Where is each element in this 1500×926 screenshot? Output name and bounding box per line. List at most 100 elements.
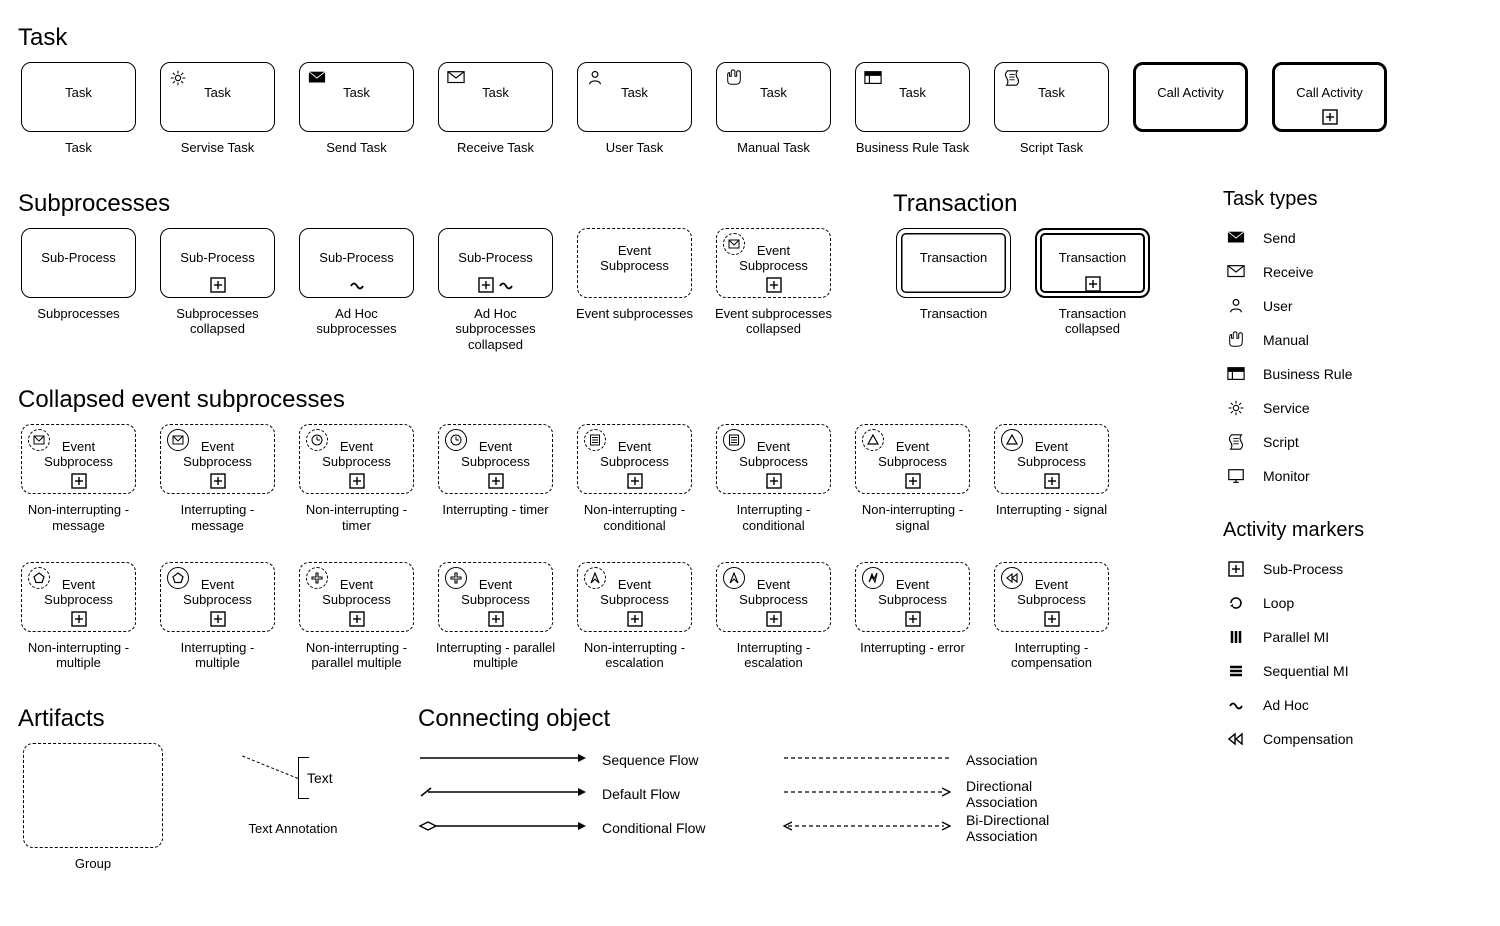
shape-box: Event Subprocess <box>855 424 970 494</box>
connector-line <box>782 751 952 768</box>
legend-label: Business Rule <box>1263 366 1353 382</box>
subproc-marker-icon <box>71 611 87 627</box>
subproc-marker-icon <box>1228 561 1244 577</box>
legend-icon <box>1223 398 1249 418</box>
legend-label: Compensation <box>1263 731 1353 747</box>
shape-cell: Task Task <box>18 62 139 156</box>
text-annotation-caption: Text Annotation <box>249 821 338 837</box>
legend-icon <box>1223 627 1249 647</box>
shape-caption: Non-interrupting - multiple <box>18 640 139 671</box>
legend-icon <box>1223 296 1249 316</box>
shape-label: Event Subprocess <box>582 578 687 608</box>
shape-caption: Receive Task <box>457 140 534 156</box>
shape-cell: Task Business Rule Task <box>852 62 973 156</box>
legend-item: Compensation <box>1223 722 1453 756</box>
shape-label: Task <box>899 86 926 101</box>
text-annotation-tail <box>242 755 298 778</box>
shape-label: Event Subprocess <box>26 440 131 470</box>
shape-caption: Non-interrupting - signal <box>852 502 973 533</box>
shape-caption: Send Task <box>326 140 386 156</box>
shape-box: Sub-Process <box>299 228 414 298</box>
shape-label: Event Subprocess <box>999 578 1104 608</box>
marker-row <box>856 473 969 489</box>
shape-box: Task <box>855 62 970 132</box>
shape-label: Task <box>65 86 92 101</box>
shape-caption: Ad Hoc subprocesses <box>296 306 417 337</box>
shape-cell: Sub-Process Ad Hoc subprocesses <box>296 228 417 353</box>
shape-box: Task <box>577 62 692 132</box>
legend-item: User <box>1223 289 1453 323</box>
subproc-marker-icon <box>349 473 365 489</box>
shape-caption: Subprocesses <box>37 306 119 322</box>
legend-label: Service <box>1263 400 1310 416</box>
connector-row: Default Flow <box>418 777 742 811</box>
shape-caption: Non-interrupting - escalation <box>574 640 695 671</box>
task-type-icon-slot <box>167 67 189 89</box>
connecting-left-col: Sequence Flow Default Flow Conditional F… <box>418 743 742 845</box>
shape-label: Event Subprocess <box>165 578 270 608</box>
shape-caption: Task <box>65 140 92 156</box>
shape-caption: Servise Task <box>181 140 254 156</box>
shape-box: Sub-Process <box>160 228 275 298</box>
connector-line <box>782 785 952 802</box>
legend-label: Receive <box>1263 264 1314 280</box>
shape-cell: Event Subprocess Non-interrupting - mult… <box>18 562 139 671</box>
shape-box: Event Subprocess <box>716 228 831 298</box>
connector-label: Default Flow <box>602 786 742 802</box>
legend-label: Manual <box>1263 332 1309 348</box>
shape-box: Event Subprocess <box>716 562 831 632</box>
group-shape <box>23 743 163 848</box>
shape-label: Event Subprocess <box>26 578 131 608</box>
shape-cell: Event Subprocess Interrupting - timer <box>435 424 556 533</box>
shape-cell: Event Subprocess Interrupting - escalati… <box>713 562 834 671</box>
shape-label: Event Subprocess <box>304 578 409 608</box>
shape-caption: Non-interrupting - parallel multiple <box>296 640 417 671</box>
shape-cell: Event Subprocess Non-interrupting - sign… <box>852 424 973 533</box>
shape-cell: Call Activity <box>1130 62 1251 156</box>
legend-icon <box>1223 661 1249 681</box>
task-type-icon-slot <box>584 67 606 89</box>
text-annotation-label: Text <box>307 770 333 786</box>
connector-row: Sequence Flow <box>418 743 742 777</box>
shape-caption: Non-interrupting - conditional <box>574 502 695 533</box>
marker-row <box>300 611 413 627</box>
shape-caption: Interrupting - compensation <box>991 640 1112 671</box>
shape-cell: Event Subprocess Interrupting - error <box>852 562 973 671</box>
task-row: Task Task Task Servise Task Task Send Ta… <box>18 62 1482 156</box>
shape-box: Task <box>21 62 136 132</box>
shape-caption: Business Rule Task <box>856 140 969 156</box>
shape-cell: Task Send Task <box>296 62 417 156</box>
marker-row <box>439 611 552 627</box>
marker-row <box>856 611 969 627</box>
shape-box: Event Subprocess <box>577 424 692 494</box>
shape-label: Sub-Process <box>319 251 393 266</box>
adhoc-marker-icon <box>1228 697 1244 713</box>
group-caption: Group <box>75 856 111 872</box>
shape-label: Task <box>1038 86 1065 101</box>
shape-caption: Interrupting - conditional <box>713 502 834 533</box>
subproc-marker-icon <box>210 611 226 627</box>
section-title-artifacts: Artifacts <box>18 705 358 733</box>
manual-icon <box>724 69 744 87</box>
shape-box: Event Subprocess <box>716 424 831 494</box>
section-title-task: Task <box>18 24 1482 52</box>
shape-cell: Event Subprocess Non-interrupting - para… <box>296 562 417 671</box>
monitor-icon <box>1226 467 1246 485</box>
section-title-task-types: Task types <box>1223 188 1453 211</box>
shape-label: Event Subprocess <box>304 440 409 470</box>
marker-row <box>22 473 135 489</box>
shape-cell: Event Subprocess Non-interrupting - mess… <box>18 424 139 533</box>
shape-label: Event Subprocess <box>860 440 965 470</box>
shape-cell: Event Subprocess Non-interrupting - time… <box>296 424 417 533</box>
shape-cell: Task Manual Task <box>713 62 834 156</box>
marker-row <box>1037 276 1148 292</box>
connector-line <box>418 751 588 768</box>
section-title-connecting: Connecting object <box>418 705 1106 733</box>
subproc-marker-icon <box>488 473 504 489</box>
shape-box: Event Subprocess <box>855 562 970 632</box>
legend-item: Send <box>1223 221 1453 255</box>
shape-caption: Event subprocesses collapsed <box>713 306 834 337</box>
activity-markers-legend: Sub-Process Loop Parallel MI Sequential … <box>1223 552 1453 756</box>
section-title-collapsed: Collapsed event subprocesses <box>18 386 1193 414</box>
marker-row <box>995 473 1108 489</box>
